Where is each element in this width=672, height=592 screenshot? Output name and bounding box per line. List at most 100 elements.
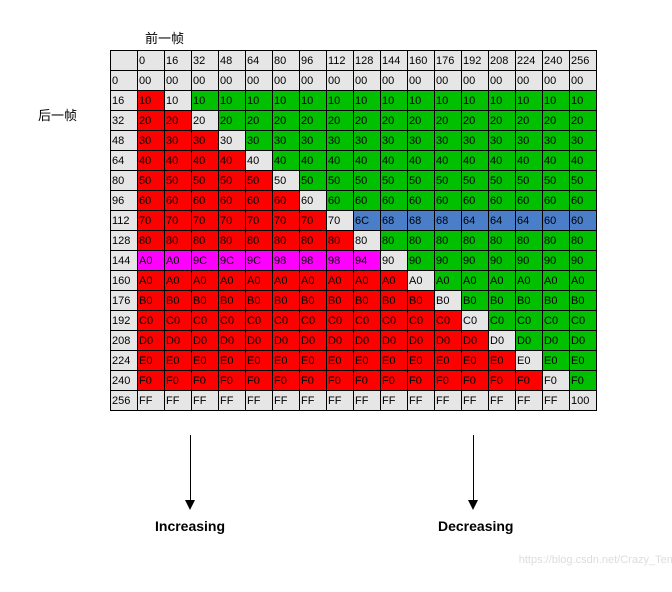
row-header: 256 <box>111 391 138 411</box>
cell: 00 <box>462 71 489 91</box>
cell: 60 <box>570 191 597 211</box>
cell: A0 <box>219 271 246 291</box>
cell: E0 <box>516 351 543 371</box>
cell: 50 <box>408 171 435 191</box>
cell: A0 <box>462 271 489 291</box>
cell: A0 <box>273 271 300 291</box>
cell: 68 <box>381 211 408 231</box>
cell: B0 <box>462 291 489 311</box>
cell: B0 <box>516 291 543 311</box>
increasing-label: Increasing <box>155 518 225 534</box>
cell: 64 <box>462 211 489 231</box>
cell: 50 <box>543 171 570 191</box>
row-header: 128 <box>111 231 138 251</box>
col-header: 112 <box>327 51 354 71</box>
cell: D0 <box>165 331 192 351</box>
cell: E0 <box>219 351 246 371</box>
cell: A0 <box>435 271 462 291</box>
cell: 80 <box>354 231 381 251</box>
cell: 40 <box>138 151 165 171</box>
cell: D0 <box>381 331 408 351</box>
cell: A0 <box>381 271 408 291</box>
col-header: 160 <box>408 51 435 71</box>
cell: 98 <box>300 251 327 271</box>
cell: C0 <box>489 311 516 331</box>
col-header: 16 <box>165 51 192 71</box>
cell: 10 <box>138 91 165 111</box>
cell: B0 <box>246 291 273 311</box>
heatmap-container: 前一帧 后一帧 01632486480961121281441601761922… <box>20 20 672 572</box>
cell: 10 <box>192 91 219 111</box>
cell: B0 <box>435 291 462 311</box>
cell: 30 <box>246 131 273 151</box>
cell: 20 <box>327 111 354 131</box>
cell: D0 <box>543 331 570 351</box>
cell: FF <box>300 391 327 411</box>
cell: 98 <box>273 251 300 271</box>
row-header: 192 <box>111 311 138 331</box>
cell: 20 <box>516 111 543 131</box>
cell: 00 <box>354 71 381 91</box>
cell: 40 <box>516 151 543 171</box>
cell: 20 <box>570 111 597 131</box>
cell: D0 <box>192 331 219 351</box>
cell: B0 <box>381 291 408 311</box>
cell: 30 <box>408 131 435 151</box>
cell: E0 <box>381 351 408 371</box>
cell: 70 <box>273 211 300 231</box>
cell: 40 <box>273 151 300 171</box>
cell: A0 <box>192 271 219 291</box>
decreasing-arrow-line <box>473 435 474 500</box>
cell: 60 <box>570 211 597 231</box>
cell: 20 <box>543 111 570 131</box>
cell: FF <box>489 391 516 411</box>
cell: D0 <box>435 331 462 351</box>
cell: 20 <box>273 111 300 131</box>
cell: D0 <box>354 331 381 351</box>
cell: 80 <box>516 231 543 251</box>
cell: C0 <box>570 311 597 331</box>
cell: D0 <box>246 331 273 351</box>
col-header: 192 <box>462 51 489 71</box>
col-header: 208 <box>489 51 516 71</box>
cell: 30 <box>192 131 219 151</box>
cell: 30 <box>570 131 597 151</box>
cell: 40 <box>489 151 516 171</box>
row-header: 80 <box>111 171 138 191</box>
cell: 60 <box>354 191 381 211</box>
cell: D0 <box>300 331 327 351</box>
cell: 60 <box>489 191 516 211</box>
cell: F0 <box>273 371 300 391</box>
cell: 90 <box>435 251 462 271</box>
cell: C0 <box>462 311 489 331</box>
cell: 80 <box>435 231 462 251</box>
cell: FF <box>354 391 381 411</box>
cell: 90 <box>381 251 408 271</box>
cell: 20 <box>246 111 273 131</box>
cell: 40 <box>543 151 570 171</box>
cell: 68 <box>408 211 435 231</box>
cell: 20 <box>192 111 219 131</box>
cell: 70 <box>138 211 165 231</box>
cell: 60 <box>246 191 273 211</box>
cell: C0 <box>354 311 381 331</box>
cell: E0 <box>300 351 327 371</box>
cell: 40 <box>219 151 246 171</box>
cell: 40 <box>381 151 408 171</box>
cell: FF <box>273 391 300 411</box>
cell: 40 <box>570 151 597 171</box>
cell: 90 <box>570 251 597 271</box>
cell: C0 <box>300 311 327 331</box>
cell: B0 <box>219 291 246 311</box>
cell: D0 <box>516 331 543 351</box>
cell: 60 <box>543 211 570 231</box>
cell: 40 <box>462 151 489 171</box>
col-header: 240 <box>543 51 570 71</box>
cell: 30 <box>516 131 543 151</box>
cell: 00 <box>300 71 327 91</box>
cell: A0 <box>138 251 165 271</box>
col-header: 32 <box>192 51 219 71</box>
cell: 40 <box>246 151 273 171</box>
cell: 80 <box>192 231 219 251</box>
cell: FF <box>165 391 192 411</box>
